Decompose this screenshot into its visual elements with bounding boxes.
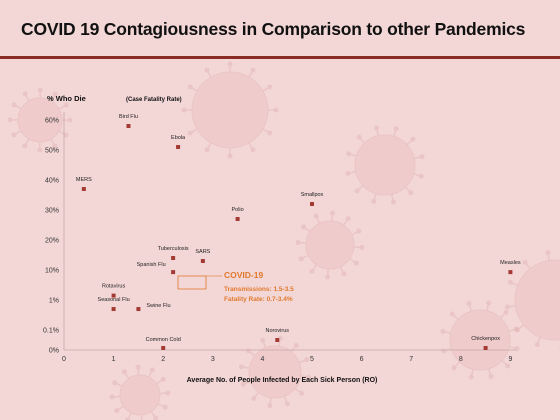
virus-shape — [505, 250, 560, 349]
x-tick-label: 9 — [508, 356, 512, 363]
x-axis-title: Average No. of People Infected by Each S… — [187, 377, 378, 384]
data-point-label: Smallpox — [301, 192, 324, 198]
data-point-label: Ebola — [171, 135, 186, 141]
x-tick-label: 1 — [112, 356, 116, 363]
y-axis-subtitle: (Case Fatality Rate) — [126, 97, 182, 103]
data-point — [171, 270, 176, 275]
data-point-label: Tuberculosis — [158, 246, 189, 252]
covid-fatality-rate: Fatality Rate: 0.7-3.4% — [224, 296, 293, 303]
data-point — [275, 338, 280, 342]
data-point — [310, 202, 314, 206]
x-tick-label: 2 — [161, 356, 165, 363]
y-tick-label: 40% — [45, 178, 59, 185]
data-point-label: Chickenpox — [471, 336, 500, 342]
data-point — [235, 217, 240, 221]
y-tick-label: 1% — [49, 298, 59, 305]
data-point-label: Seasonal Flu — [98, 297, 130, 303]
page-title: COVID 19 Contagiousness in Comparison to… — [21, 19, 526, 39]
data-point — [111, 293, 116, 298]
y-tick-label: 20% — [45, 238, 59, 245]
covid-label: COVID-19 — [224, 270, 263, 280]
data-point-label: Swine Flu — [146, 303, 170, 309]
y-tick-label: 10% — [45, 268, 59, 275]
virus-shape — [109, 364, 171, 420]
data-point — [171, 256, 176, 260]
x-tick-label: 3 — [211, 356, 215, 363]
data-point — [483, 346, 488, 350]
data-point — [136, 307, 141, 312]
title-divider — [0, 56, 560, 59]
y-tick-label: 0% — [49, 348, 59, 355]
data-point — [161, 346, 166, 350]
virus-shape — [7, 87, 73, 153]
virus-shape — [181, 61, 279, 159]
covid-annotation: COVID-19 Transmissions: 1.5-3.5 Fatality… — [177, 270, 294, 303]
data-point-label: Norovirus — [266, 328, 290, 334]
virus-shape — [238, 335, 312, 409]
data-point — [508, 270, 513, 275]
data-point — [111, 307, 116, 312]
y-tick-label: 50% — [45, 148, 59, 155]
y-tick-label: 0.1% — [43, 328, 59, 335]
data-point-label: Bird Flu — [119, 114, 138, 120]
x-tick-label: 4 — [260, 356, 264, 363]
x-tick-label: 6 — [360, 356, 364, 363]
data-point-label: Spanish Flu — [137, 262, 166, 268]
virus-shape — [345, 125, 425, 205]
data-point-label: SARS — [195, 249, 210, 255]
covid-transmissions: Transmissions: 1.5-3.5 — [224, 286, 294, 293]
data-point — [126, 124, 131, 128]
x-tick-label: 7 — [409, 356, 413, 363]
y-tick-label: 30% — [45, 208, 59, 215]
data-point — [81, 187, 86, 191]
data-point-label: Polio — [231, 207, 243, 213]
data-point-label: Common Cold — [146, 337, 181, 343]
data-point — [176, 145, 181, 149]
data-point-label: Rotavirus — [102, 284, 125, 290]
virus-shape — [295, 210, 365, 280]
x-tick-label: 5 — [310, 356, 314, 363]
data-point-label: MERS — [76, 177, 92, 183]
x-tick-label: 8 — [459, 356, 463, 363]
data-point — [200, 259, 205, 263]
covid-range-box — [177, 275, 207, 290]
y-tick-label: 60% — [45, 118, 59, 125]
y-axis-title: % Who Die — [47, 94, 86, 103]
data-point-label: Measles — [500, 260, 521, 266]
x-tick-label: 0 — [62, 356, 66, 363]
